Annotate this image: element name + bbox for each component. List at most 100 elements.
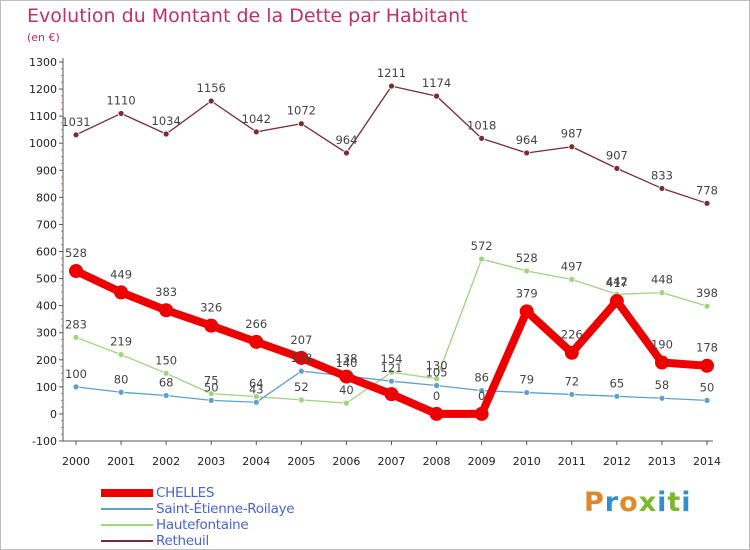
point-saint-etienne-roilaye bbox=[613, 392, 621, 400]
x-tick-label: 2014 bbox=[693, 455, 721, 468]
data-label-saint-etienne-roilaye: 50 bbox=[204, 380, 219, 394]
data-label-retheuil: 964 bbox=[335, 133, 357, 147]
legend-label-chelles: CHELLES bbox=[156, 485, 215, 501]
point-chelles bbox=[700, 358, 714, 373]
data-label-saint-etienne-roilaye: 105 bbox=[426, 366, 448, 380]
data-label-chelles: 417 bbox=[606, 276, 628, 290]
data-label-saint-etienne-roilaye: 158 bbox=[290, 351, 312, 365]
y-tick-label: 900 bbox=[36, 164, 57, 177]
x-tick-label: 2004 bbox=[242, 455, 270, 468]
x-tick-label: 2012 bbox=[603, 455, 631, 468]
data-label-retheuil: 833 bbox=[651, 168, 673, 182]
data-label-saint-etienne-roilaye: 79 bbox=[519, 373, 534, 387]
legend-label-retheuil: Retheuil bbox=[156, 533, 209, 549]
data-label-saint-etienne-roilaye: 121 bbox=[381, 361, 403, 375]
point-retheuil bbox=[568, 143, 576, 151]
y-tick-label: 200 bbox=[36, 354, 57, 367]
data-label-chelles: 449 bbox=[110, 267, 132, 281]
data-label-hautefontaine: 130 bbox=[426, 359, 448, 373]
point-hautefontaine bbox=[658, 289, 666, 297]
legend-swatch-saint-etienne-roilaye bbox=[101, 508, 153, 510]
data-label-saint-etienne-roilaye: 68 bbox=[159, 376, 174, 390]
y-tick-label: 1000 bbox=[29, 137, 57, 150]
point-hautefontaine bbox=[568, 275, 576, 283]
point-retheuil bbox=[72, 131, 80, 139]
legend-item-chelles: CHELLES bbox=[101, 485, 294, 501]
x-tick-label: 2003 bbox=[197, 455, 225, 468]
point-hautefontaine bbox=[297, 396, 305, 404]
data-label-hautefontaine: 75 bbox=[204, 374, 219, 388]
point-chelles bbox=[609, 294, 624, 309]
data-label-retheuil: 964 bbox=[516, 133, 538, 147]
point-retheuil bbox=[388, 82, 395, 90]
data-label-hautefontaine: 64 bbox=[249, 377, 264, 391]
data-label-saint-etienne-roilaye: 80 bbox=[114, 372, 129, 386]
point-chelles bbox=[384, 387, 399, 402]
data-label-retheuil: 1072 bbox=[287, 104, 316, 118]
point-chelles bbox=[429, 406, 444, 421]
point-hautefontaine bbox=[343, 399, 350, 407]
data-label-hautefontaine: 150 bbox=[155, 353, 177, 367]
point-retheuil bbox=[433, 92, 440, 100]
data-label-saint-etienne-roilaye: 100 bbox=[65, 367, 87, 381]
point-saint-etienne-roilaye bbox=[433, 382, 440, 389]
point-saint-etienne-roilaye bbox=[72, 383, 80, 391]
data-label-chelles: 266 bbox=[245, 317, 267, 331]
point-chelles bbox=[204, 318, 219, 333]
y-tick-label: 1100 bbox=[29, 110, 57, 123]
point-chelles bbox=[249, 334, 264, 349]
point-saint-etienne-roilaye bbox=[252, 398, 260, 406]
proxiti-logo: Proxiti bbox=[584, 487, 692, 518]
x-tick-label: 2006 bbox=[332, 455, 360, 468]
data-label-saint-etienne-roilaye: 72 bbox=[564, 374, 579, 388]
legend-label-hautefontaine: Hautefontaine bbox=[156, 517, 249, 533]
data-label-hautefontaine: 219 bbox=[110, 335, 132, 349]
data-label-saint-etienne-roilaye: 58 bbox=[655, 378, 670, 392]
point-hautefontaine bbox=[207, 390, 215, 398]
point-chelles bbox=[294, 350, 309, 365]
point-retheuil bbox=[523, 149, 531, 157]
legend-swatch-hautefontaine bbox=[101, 524, 153, 526]
data-label-hautefontaine: 528 bbox=[516, 251, 538, 265]
y-tick-label: 300 bbox=[36, 327, 57, 340]
data-label-retheuil: 1042 bbox=[242, 112, 271, 126]
point-saint-etienne-roilaye bbox=[297, 367, 305, 375]
y-tick-label: 1300 bbox=[29, 56, 57, 69]
x-tick-label: 2005 bbox=[287, 455, 315, 468]
data-label-chelles: 226 bbox=[561, 328, 583, 342]
point-saint-etienne-roilaye bbox=[703, 396, 711, 404]
data-label-retheuil: 778 bbox=[696, 183, 718, 197]
point-saint-etienne-roilaye bbox=[388, 377, 395, 385]
legend-swatch-retheuil bbox=[101, 540, 153, 542]
data-label-saint-etienne-roilaye: 140 bbox=[335, 356, 357, 370]
point-hautefontaine bbox=[478, 255, 486, 263]
data-label-retheuil: 1031 bbox=[61, 115, 90, 129]
data-label-chelles: 383 bbox=[155, 285, 177, 299]
chart-legend: CHELLES Saint-Étienne-Roilaye Hautefonta… bbox=[101, 485, 295, 549]
y-tick-label: 700 bbox=[36, 218, 57, 231]
point-saint-etienne-roilaye bbox=[523, 389, 531, 396]
point-retheuil bbox=[703, 199, 711, 207]
point-chelles bbox=[69, 263, 83, 278]
data-label-chelles: 138 bbox=[335, 352, 357, 366]
data-label-chelles: 178 bbox=[696, 341, 718, 355]
point-retheuil bbox=[613, 164, 621, 172]
data-label-saint-etienne-roilaye: 43 bbox=[249, 382, 264, 396]
data-label-chelles: 0 bbox=[433, 389, 440, 403]
data-label-hautefontaine: 154 bbox=[381, 352, 403, 366]
legend-swatch-chelles bbox=[101, 489, 153, 497]
data-label-hautefontaine: 448 bbox=[651, 273, 673, 287]
data-label-chelles: 207 bbox=[290, 333, 312, 347]
point-chelles bbox=[654, 355, 669, 370]
y-tick-label: 600 bbox=[36, 246, 57, 259]
point-hautefontaine bbox=[388, 368, 395, 376]
x-tick-label: 2010 bbox=[513, 455, 541, 468]
data-label-chelles: 326 bbox=[200, 301, 222, 315]
data-label-hautefontaine: 442 bbox=[606, 274, 628, 288]
series-line-retheuil bbox=[75, 85, 708, 204]
data-label-hautefontaine: 572 bbox=[471, 239, 493, 253]
point-hautefontaine bbox=[703, 302, 711, 310]
point-chelles bbox=[564, 345, 579, 360]
